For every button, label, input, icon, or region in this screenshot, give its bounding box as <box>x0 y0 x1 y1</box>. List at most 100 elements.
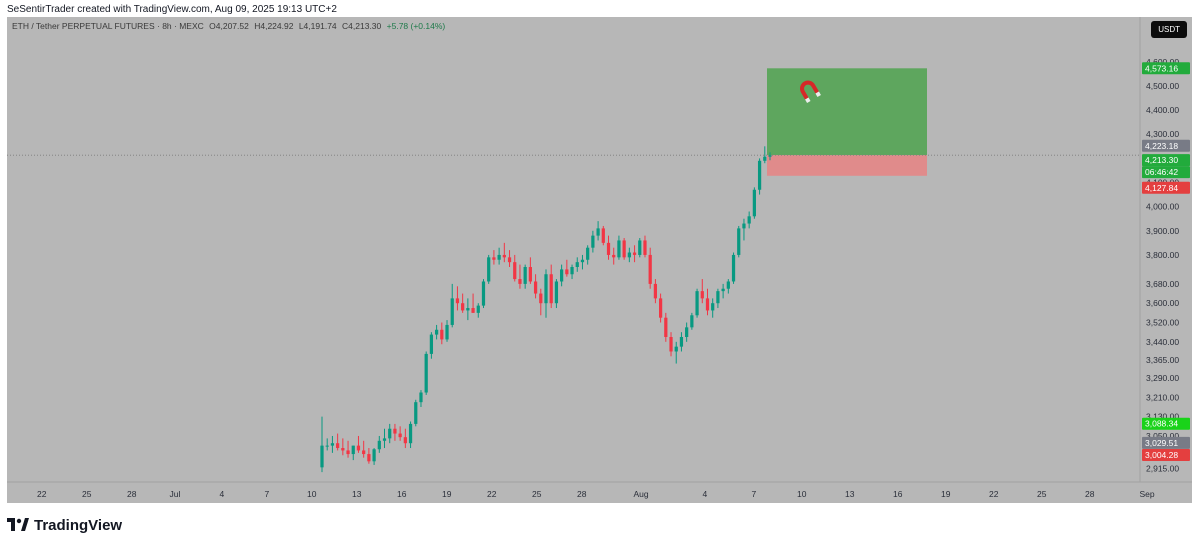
candle[interactable] <box>528 267 532 282</box>
candle[interactable] <box>414 402 418 424</box>
candle[interactable] <box>617 240 621 258</box>
profit-zone[interactable] <box>767 68 927 156</box>
candle[interactable] <box>554 281 559 304</box>
candle[interactable] <box>669 337 673 352</box>
candle[interactable] <box>721 288 725 292</box>
candle[interactable] <box>695 291 699 316</box>
candle[interactable] <box>716 291 720 304</box>
candle[interactable] <box>330 443 335 446</box>
candle[interactable] <box>466 308 470 311</box>
candle[interactable] <box>408 423 413 444</box>
tradingview-logo-icon <box>7 518 29 531</box>
candle[interactable] <box>658 298 663 318</box>
candle[interactable] <box>351 445 355 455</box>
candle[interactable] <box>664 317 668 337</box>
candle[interactable] <box>403 437 407 444</box>
candle[interactable] <box>763 156 767 161</box>
candle[interactable] <box>440 329 444 340</box>
candle[interactable] <box>747 216 751 224</box>
candle[interactable] <box>388 428 392 439</box>
candle[interactable] <box>575 262 579 267</box>
candle[interactable] <box>492 257 496 260</box>
candle[interactable] <box>471 308 475 313</box>
candle[interactable] <box>596 228 600 236</box>
target-price-badge: 4,573.16 <box>1145 63 1178 73</box>
prev-price-badge-bg <box>1142 139 1190 152</box>
candle[interactable] <box>341 448 345 451</box>
candle[interactable] <box>377 440 381 450</box>
candle[interactable] <box>523 267 527 284</box>
candle[interactable] <box>711 303 715 311</box>
candle[interactable] <box>632 252 637 255</box>
candle[interactable] <box>705 298 710 311</box>
candle[interactable] <box>549 274 553 304</box>
candle[interactable] <box>606 242 611 255</box>
candle[interactable] <box>382 438 387 441</box>
candle[interactable] <box>533 281 538 294</box>
candle[interactable] <box>648 254 652 284</box>
candle[interactable] <box>356 445 361 451</box>
candle[interactable] <box>372 449 376 462</box>
candle[interactable] <box>497 254 501 260</box>
candle[interactable] <box>586 247 590 260</box>
candle[interactable] <box>601 228 605 243</box>
candle[interactable] <box>476 305 480 313</box>
candle[interactable] <box>737 228 741 255</box>
candle[interactable] <box>539 293 543 304</box>
candle[interactable] <box>393 428 397 434</box>
candle[interactable] <box>434 329 439 335</box>
candle[interactable] <box>424 353 428 393</box>
candle[interactable] <box>627 252 631 258</box>
candle[interactable] <box>518 279 522 284</box>
candle[interactable] <box>320 445 324 468</box>
price-axis-label: 4,000.00 <box>1146 202 1179 212</box>
candle[interactable] <box>481 281 486 306</box>
candle[interactable] <box>685 327 689 337</box>
candle[interactable] <box>742 223 746 229</box>
candle[interactable] <box>419 392 423 403</box>
time-axis-label: 28 <box>577 489 587 499</box>
candle[interactable] <box>560 269 564 282</box>
candle[interactable] <box>507 257 512 263</box>
candle[interactable] <box>690 315 694 328</box>
candle[interactable] <box>513 262 517 280</box>
candle[interactable] <box>461 303 465 311</box>
candle[interactable] <box>752 189 756 217</box>
candle[interactable] <box>487 257 491 282</box>
candle[interactable] <box>580 259 585 263</box>
candle[interactable] <box>674 346 678 352</box>
candle[interactable] <box>502 254 506 258</box>
loss-zone[interactable] <box>767 155 927 176</box>
candle[interactable] <box>544 274 548 304</box>
candle[interactable] <box>455 298 460 304</box>
candle[interactable] <box>565 269 569 275</box>
candle[interactable] <box>700 291 704 299</box>
candle[interactable] <box>362 450 366 455</box>
currency-button[interactable]: USDT <box>1151 21 1187 38</box>
candle[interactable] <box>731 254 736 282</box>
chart-panel[interactable]: 4,600.004,500.004,400.004,300.004,100.00… <box>7 17 1192 503</box>
candle[interactable] <box>429 334 434 354</box>
candle[interactable] <box>638 240 642 255</box>
price-chart[interactable]: 4,600.004,500.004,400.004,300.004,100.00… <box>7 17 1192 503</box>
candle[interactable] <box>622 240 626 258</box>
candle[interactable] <box>398 433 402 438</box>
candle[interactable] <box>757 160 762 190</box>
candle[interactable] <box>726 281 730 289</box>
candle[interactable] <box>643 240 647 255</box>
candle[interactable] <box>325 445 329 447</box>
candle[interactable] <box>570 267 574 275</box>
candle[interactable] <box>346 450 350 455</box>
candle[interactable] <box>591 235 595 248</box>
candle[interactable] <box>367 454 371 462</box>
candle[interactable] <box>612 254 616 258</box>
candle[interactable] <box>336 443 340 449</box>
candle[interactable] <box>679 337 684 347</box>
symbol-name[interactable]: ETH / Tether PERPETUAL FUTURES · 8h · ME… <box>12 21 204 31</box>
candle[interactable] <box>653 283 658 299</box>
candle[interactable] <box>450 298 454 325</box>
candle[interactable] <box>768 155 772 157</box>
time-axis-label: Sep <box>1140 489 1155 499</box>
candle[interactable] <box>445 324 449 340</box>
tradingview-logo[interactable]: TradingView <box>7 515 122 535</box>
